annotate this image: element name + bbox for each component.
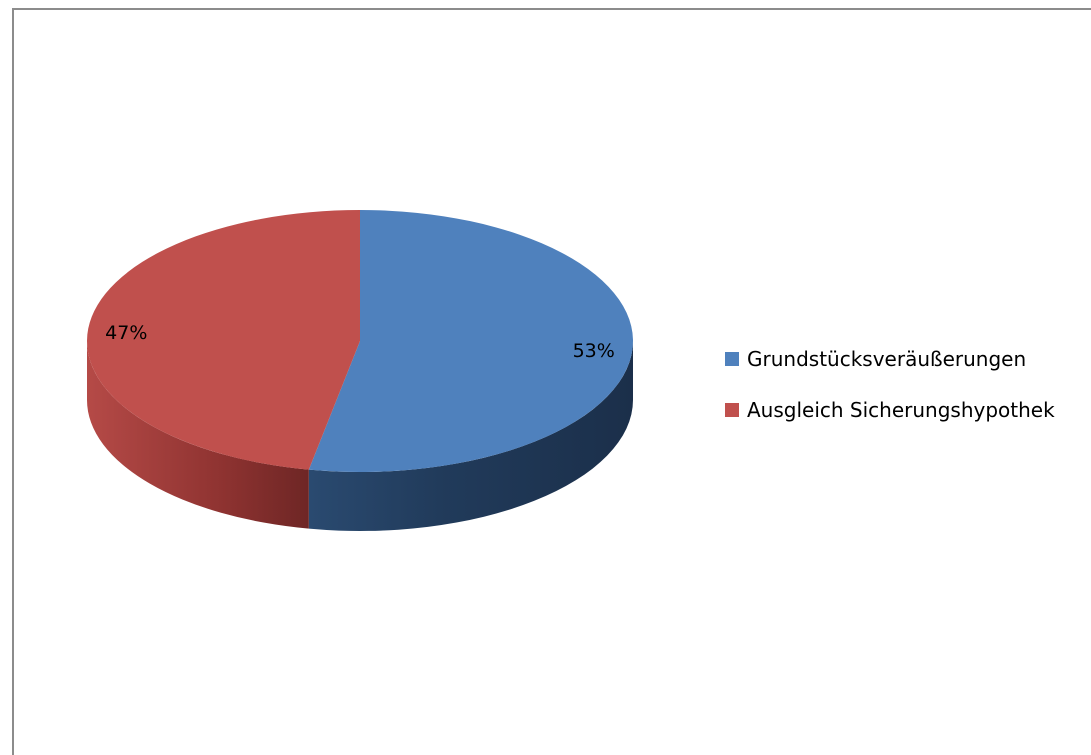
pie-sides xyxy=(87,341,633,531)
pie-side-ausgleich-sicherungshypothek xyxy=(87,341,309,529)
pie-labels: 53% 47% xyxy=(105,322,615,362)
legend-swatch-ausgleich-sicherungshypothek xyxy=(725,403,739,417)
legend-label-grundstuecksveraeusserungen: Grundstücksveräußerungen xyxy=(747,347,1026,371)
pie-slice-grundstuecksveraeusserungen xyxy=(308,210,633,472)
legend: Grundstücksveräußerungen Ausgleich Sicher… xyxy=(725,347,1055,422)
pie-side-grundstuecksveraeusserungen xyxy=(308,341,633,531)
pie-tops xyxy=(86,210,633,472)
pie-slice-ausgleich-sicherungshypothek xyxy=(86,210,361,470)
data-label-grundstuecksveraeusserungen: 53% xyxy=(573,340,615,362)
legend-label-ausgleich-sicherungshypothek: Ausgleich Sicherungshypothek xyxy=(747,398,1055,422)
legend-swatch-grundstuecksveraeusserungen xyxy=(725,352,739,366)
data-label-ausgleich-sicherungshypothek: 47% xyxy=(105,322,147,344)
